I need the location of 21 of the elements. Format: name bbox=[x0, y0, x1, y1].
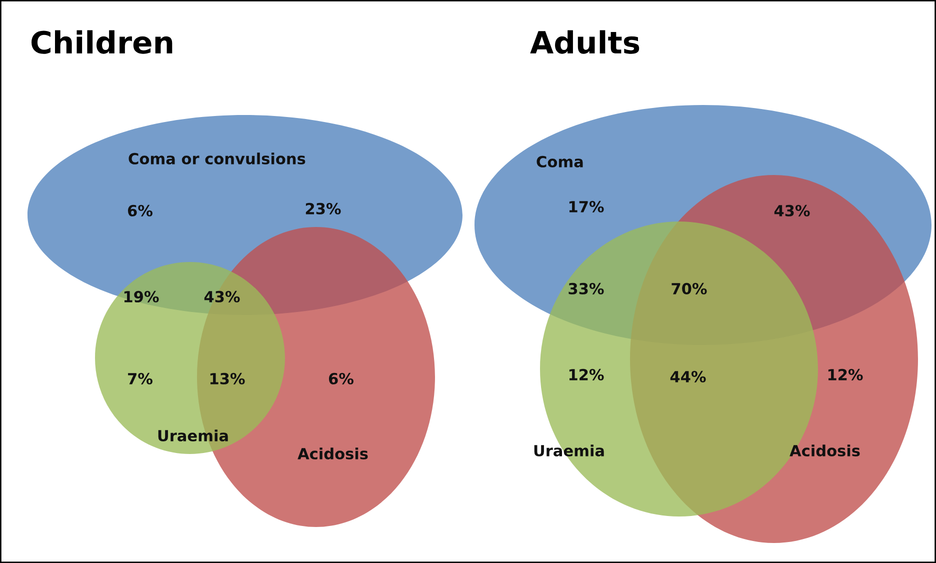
data-label: 6% bbox=[128, 204, 152, 216]
data-label: 43% bbox=[774, 204, 810, 216]
data-label: 33% bbox=[568, 282, 604, 294]
text: Uraemia bbox=[158, 430, 228, 442]
data-label: 13% bbox=[210, 372, 245, 384]
data-label: 19% bbox=[124, 290, 159, 302]
data-label: 70% bbox=[672, 282, 707, 294]
data-label: 7% bbox=[128, 372, 152, 384]
data-label: 23% bbox=[306, 202, 341, 214]
data-label: 44% bbox=[670, 370, 706, 382]
text: Acidosis bbox=[298, 448, 368, 460]
data-label: 12% bbox=[569, 368, 604, 380]
text: Adults bbox=[530, 30, 640, 54]
text: Coma or convulsions bbox=[128, 152, 306, 164]
data-label: 17% bbox=[569, 200, 604, 212]
data-label: 43% bbox=[204, 290, 240, 302]
text: Children bbox=[32, 30, 172, 54]
text: Coma bbox=[536, 156, 583, 168]
data-label: 12% bbox=[828, 368, 863, 380]
text: Acidosis bbox=[790, 444, 860, 456]
data-label: 6% bbox=[328, 372, 354, 384]
